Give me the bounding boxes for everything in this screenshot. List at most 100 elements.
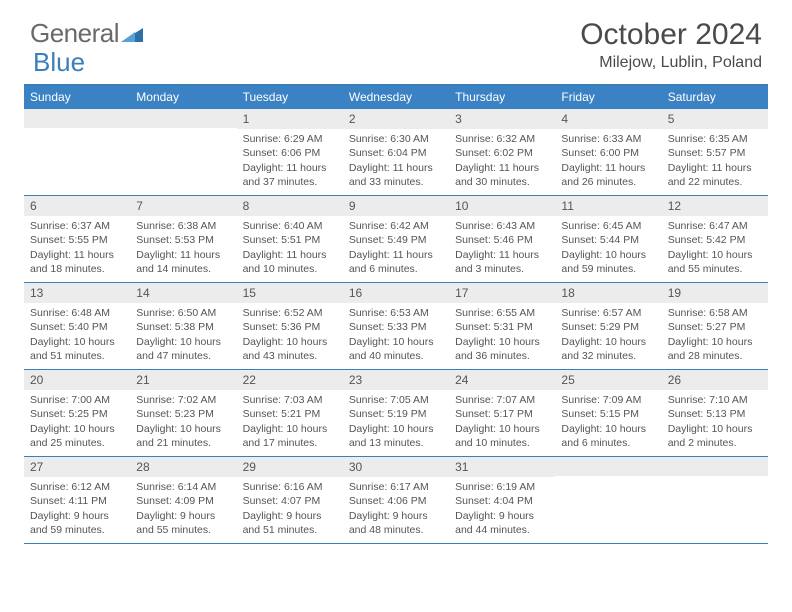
weekday-sunday: Sunday xyxy=(24,86,130,109)
day-content: Sunrise: 7:07 AMSunset: 5:17 PMDaylight:… xyxy=(449,390,555,456)
calendar-day: 11Sunrise: 6:45 AMSunset: 5:44 PMDayligh… xyxy=(555,196,661,282)
day-content: Sunrise: 6:32 AMSunset: 6:02 PMDaylight:… xyxy=(449,129,555,195)
calendar-day: 26Sunrise: 7:10 AMSunset: 5:13 PMDayligh… xyxy=(662,370,768,456)
calendar-day: 3Sunrise: 6:32 AMSunset: 6:02 PMDaylight… xyxy=(449,109,555,195)
day-number: 30 xyxy=(343,457,449,477)
day-line: Sunset: 5:46 PM xyxy=(455,233,549,247)
day-line: Daylight: 11 hours and 30 minutes. xyxy=(455,161,549,189)
day-line: Daylight: 10 hours and 17 minutes. xyxy=(243,422,337,450)
calendar-week: 20Sunrise: 7:00 AMSunset: 5:25 PMDayligh… xyxy=(24,370,768,457)
calendar-day: 14Sunrise: 6:50 AMSunset: 5:38 PMDayligh… xyxy=(130,283,236,369)
day-line: Sunset: 4:11 PM xyxy=(30,494,124,508)
calendar-day: 12Sunrise: 6:47 AMSunset: 5:42 PMDayligh… xyxy=(662,196,768,282)
day-line: Sunrise: 7:10 AM xyxy=(668,393,762,407)
day-line: Sunrise: 6:58 AM xyxy=(668,306,762,320)
day-line: Sunset: 5:33 PM xyxy=(349,320,443,334)
day-content xyxy=(24,128,130,188)
calendar-day: 17Sunrise: 6:55 AMSunset: 5:31 PMDayligh… xyxy=(449,283,555,369)
day-line: Sunset: 6:00 PM xyxy=(561,146,655,160)
day-number: 8 xyxy=(237,196,343,216)
day-content: Sunrise: 6:43 AMSunset: 5:46 PMDaylight:… xyxy=(449,216,555,282)
weekday-thursday: Thursday xyxy=(449,86,555,109)
day-number: 6 xyxy=(24,196,130,216)
day-line: Daylight: 11 hours and 10 minutes. xyxy=(243,248,337,276)
page-header: General October 2024 Milejow, Lublin, Po… xyxy=(0,0,792,80)
day-line: Sunrise: 6:38 AM xyxy=(136,219,230,233)
day-line: Sunrise: 6:14 AM xyxy=(136,480,230,494)
day-content: Sunrise: 7:05 AMSunset: 5:19 PMDaylight:… xyxy=(343,390,449,456)
calendar-day: 15Sunrise: 6:52 AMSunset: 5:36 PMDayligh… xyxy=(237,283,343,369)
calendar-day: 30Sunrise: 6:17 AMSunset: 4:06 PMDayligh… xyxy=(343,457,449,543)
day-line: Daylight: 10 hours and 13 minutes. xyxy=(349,422,443,450)
day-number: 1 xyxy=(237,109,343,129)
day-line: Sunrise: 6:16 AM xyxy=(243,480,337,494)
calendar-day: 9Sunrise: 6:42 AMSunset: 5:49 PMDaylight… xyxy=(343,196,449,282)
day-line: Sunrise: 6:40 AM xyxy=(243,219,337,233)
calendar-day xyxy=(130,109,236,195)
day-number: 31 xyxy=(449,457,555,477)
day-number: 11 xyxy=(555,196,661,216)
day-content: Sunrise: 6:12 AMSunset: 4:11 PMDaylight:… xyxy=(24,477,130,543)
day-content: Sunrise: 6:38 AMSunset: 5:53 PMDaylight:… xyxy=(130,216,236,282)
day-line: Sunset: 5:53 PM xyxy=(136,233,230,247)
logo-text-blue: Blue xyxy=(33,47,85,78)
day-line: Sunset: 6:06 PM xyxy=(243,146,337,160)
day-number: 29 xyxy=(237,457,343,477)
day-content: Sunrise: 7:10 AMSunset: 5:13 PMDaylight:… xyxy=(662,390,768,456)
day-line: Sunset: 4:09 PM xyxy=(136,494,230,508)
day-line: Sunset: 5:17 PM xyxy=(455,407,549,421)
day-line: Sunset: 5:31 PM xyxy=(455,320,549,334)
day-line: Sunrise: 7:03 AM xyxy=(243,393,337,407)
day-line: Sunset: 5:19 PM xyxy=(349,407,443,421)
day-line: Sunrise: 6:47 AM xyxy=(668,219,762,233)
calendar-week: 6Sunrise: 6:37 AMSunset: 5:55 PMDaylight… xyxy=(24,196,768,283)
calendar-day: 8Sunrise: 6:40 AMSunset: 5:51 PMDaylight… xyxy=(237,196,343,282)
day-line: Daylight: 11 hours and 3 minutes. xyxy=(455,248,549,276)
weekday-friday: Friday xyxy=(555,86,661,109)
day-line: Sunset: 5:21 PM xyxy=(243,407,337,421)
day-line: Daylight: 10 hours and 25 minutes. xyxy=(30,422,124,450)
day-line: Sunrise: 6:52 AM xyxy=(243,306,337,320)
day-line: Daylight: 11 hours and 18 minutes. xyxy=(30,248,124,276)
day-content: Sunrise: 6:47 AMSunset: 5:42 PMDaylight:… xyxy=(662,216,768,282)
weekday-wednesday: Wednesday xyxy=(343,86,449,109)
day-number: 23 xyxy=(343,370,449,390)
day-line: Sunset: 6:02 PM xyxy=(455,146,549,160)
day-content: Sunrise: 6:37 AMSunset: 5:55 PMDaylight:… xyxy=(24,216,130,282)
day-number: 18 xyxy=(555,283,661,303)
day-number: 15 xyxy=(237,283,343,303)
day-line: Sunrise: 6:45 AM xyxy=(561,219,655,233)
calendar-day: 4Sunrise: 6:33 AMSunset: 6:00 PMDaylight… xyxy=(555,109,661,195)
day-line: Daylight: 10 hours and 47 minutes. xyxy=(136,335,230,363)
calendar-day xyxy=(555,457,661,543)
day-content: Sunrise: 6:52 AMSunset: 5:36 PMDaylight:… xyxy=(237,303,343,369)
calendar-day: 24Sunrise: 7:07 AMSunset: 5:17 PMDayligh… xyxy=(449,370,555,456)
calendar-week: 27Sunrise: 6:12 AMSunset: 4:11 PMDayligh… xyxy=(24,457,768,544)
day-content: Sunrise: 6:14 AMSunset: 4:09 PMDaylight:… xyxy=(130,477,236,543)
calendar-day: 2Sunrise: 6:30 AMSunset: 6:04 PMDaylight… xyxy=(343,109,449,195)
calendar-day: 20Sunrise: 7:00 AMSunset: 5:25 PMDayligh… xyxy=(24,370,130,456)
calendar-body: 1Sunrise: 6:29 AMSunset: 6:06 PMDaylight… xyxy=(24,109,768,544)
day-number xyxy=(24,109,130,128)
day-content xyxy=(555,476,661,536)
day-line: Daylight: 11 hours and 14 minutes. xyxy=(136,248,230,276)
calendar: Sunday Monday Tuesday Wednesday Thursday… xyxy=(24,84,768,544)
day-line: Sunset: 5:42 PM xyxy=(668,233,762,247)
day-line: Daylight: 9 hours and 44 minutes. xyxy=(455,509,549,537)
calendar-day: 10Sunrise: 6:43 AMSunset: 5:46 PMDayligh… xyxy=(449,196,555,282)
day-number: 21 xyxy=(130,370,236,390)
day-number: 12 xyxy=(662,196,768,216)
day-line: Daylight: 10 hours and 51 minutes. xyxy=(30,335,124,363)
calendar-day: 28Sunrise: 6:14 AMSunset: 4:09 PMDayligh… xyxy=(130,457,236,543)
day-number: 27 xyxy=(24,457,130,477)
day-number: 5 xyxy=(662,109,768,129)
day-number: 9 xyxy=(343,196,449,216)
day-line: Daylight: 10 hours and 43 minutes. xyxy=(243,335,337,363)
day-line: Daylight: 9 hours and 59 minutes. xyxy=(30,509,124,537)
day-content: Sunrise: 7:02 AMSunset: 5:23 PMDaylight:… xyxy=(130,390,236,456)
weekday-saturday: Saturday xyxy=(662,86,768,109)
day-line: Sunset: 5:23 PM xyxy=(136,407,230,421)
day-line: Daylight: 10 hours and 2 minutes. xyxy=(668,422,762,450)
day-line: Daylight: 11 hours and 26 minutes. xyxy=(561,161,655,189)
day-line: Sunset: 4:04 PM xyxy=(455,494,549,508)
